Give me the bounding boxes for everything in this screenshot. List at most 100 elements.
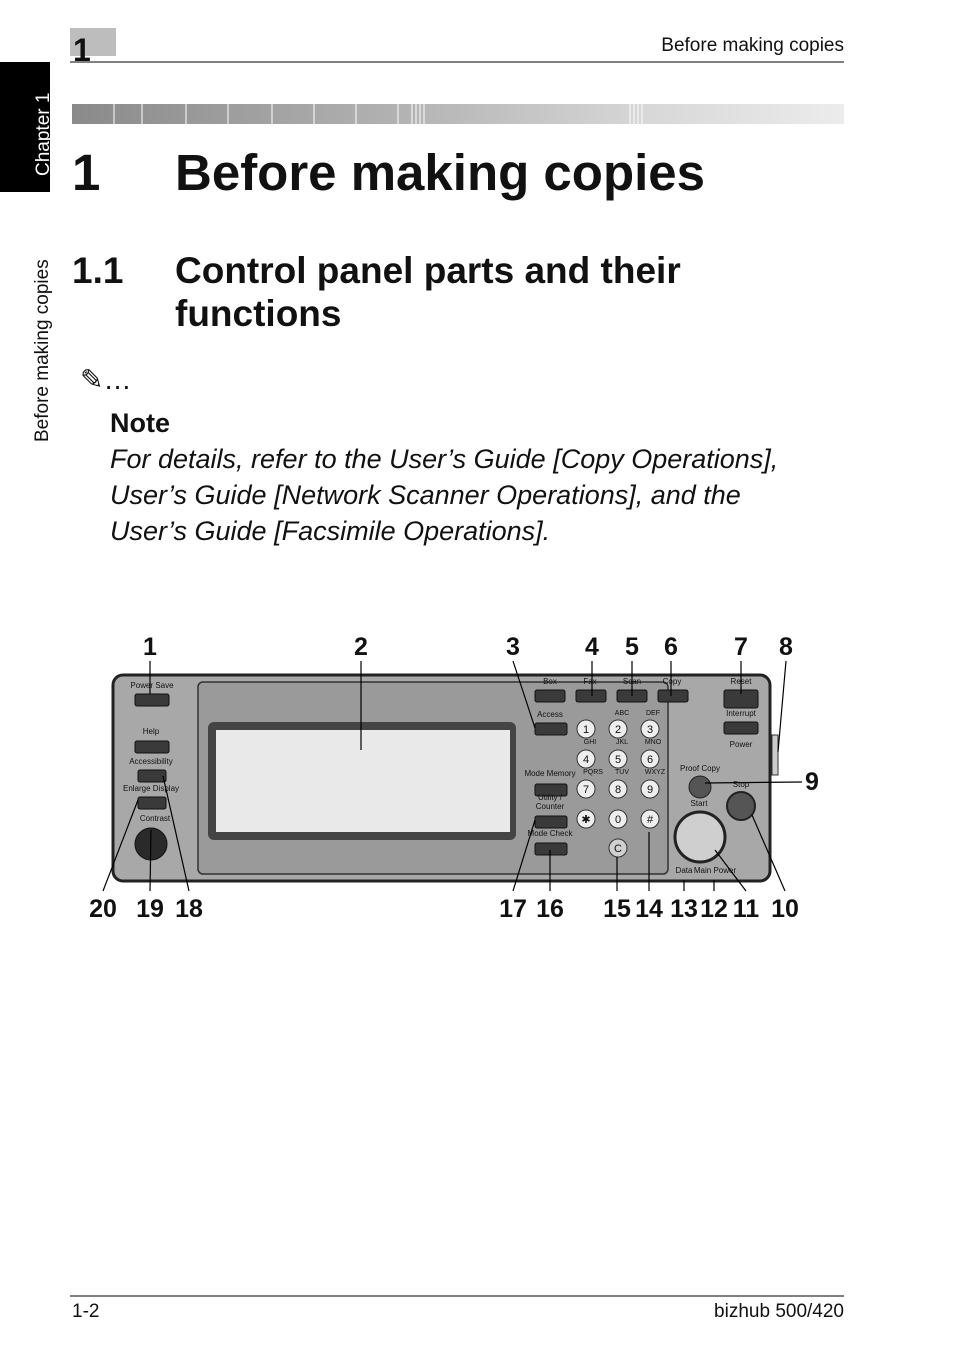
keypad-key — [608, 719, 628, 739]
leader-line — [751, 814, 786, 892]
keypad-key-label: 6 — [647, 754, 653, 766]
side-tab — [0, 62, 50, 192]
panel-button — [134, 740, 170, 754]
panel-button — [137, 796, 167, 810]
panel-label: Utility / — [538, 793, 563, 802]
keypad-key-label: 0 — [615, 814, 621, 826]
panel-label: Contrast — [140, 814, 171, 823]
keypad-key-label: 5 — [615, 754, 621, 766]
product-name: bizhub 500/420 — [714, 1301, 844, 1322]
chapter-heading-number: 1 — [72, 144, 101, 201]
panel-label: Accessibility — [129, 757, 173, 766]
panel-label: Proof Copy — [680, 764, 720, 773]
keypad-key — [640, 809, 660, 829]
keypad-key-label: C — [614, 843, 622, 855]
leader-line — [512, 819, 536, 892]
side-section: Before making copies — [32, 259, 53, 442]
keypad-letters: GHI — [584, 739, 597, 746]
keypad-key-label: ✱ — [581, 814, 590, 826]
chapter-box — [70, 28, 116, 56]
panel-button — [534, 783, 568, 797]
panel-button — [657, 689, 689, 703]
callout-number: 16 — [536, 895, 564, 923]
callout-number: 20 — [89, 895, 117, 923]
keypad-key-label: # — [647, 814, 654, 826]
display — [216, 730, 510, 832]
callout-number: 9 — [805, 768, 819, 796]
side-chapter: Chapter 1 — [33, 92, 54, 176]
control-panel: Power Save Help Accessibility Enlarge Displ… — [111, 673, 779, 883]
panel-label: Help — [143, 727, 160, 736]
running-title: Before making copies — [661, 35, 844, 56]
keypad-key-label: 2 — [615, 724, 621, 736]
callout-number: 4 — [585, 633, 599, 661]
panel-button — [534, 842, 568, 856]
keypad-key-label: 3 — [647, 724, 653, 736]
keypad-key — [608, 779, 628, 799]
keypad-key — [608, 809, 628, 829]
power-switch — [771, 734, 779, 776]
keypad-key-label: 4 — [583, 754, 589, 766]
keypad-key — [608, 838, 628, 858]
callout-number: 10 — [771, 895, 799, 923]
panel-label: Stop — [733, 780, 750, 789]
panel-label: Copy — [663, 677, 682, 686]
callout-number: 8 — [779, 633, 793, 661]
keypad-key — [576, 779, 596, 799]
note-text: User’s Guide [Facsimile Operations]. — [110, 516, 551, 546]
stripe-dividers — [113, 104, 643, 124]
keypad-letters: TUV — [615, 769, 629, 776]
leader-line — [102, 799, 139, 892]
leader-line — [162, 775, 190, 892]
keypad-letters: PQRS — [583, 769, 603, 776]
note-icon: ✎… — [80, 364, 132, 395]
panel-label: Start — [691, 799, 709, 808]
callout-number: 3 — [506, 633, 520, 661]
callout-number: 14 — [635, 895, 663, 923]
panel-button — [534, 689, 566, 703]
panel-button — [534, 722, 568, 736]
keypad-key — [576, 719, 596, 739]
note-text: User’s Guide [Network Scanner Operations… — [110, 480, 741, 510]
leader-line — [714, 849, 747, 892]
keypad-key-label: 9 — [647, 784, 653, 796]
keypad-key — [640, 749, 660, 769]
keypad-key — [576, 809, 596, 829]
proof-copy-button — [688, 775, 712, 799]
keypad-key — [640, 719, 660, 739]
keypad-letters: MNO — [645, 739, 662, 746]
panel-label: Main Power — [694, 866, 737, 875]
page-number: 1-2 — [72, 1301, 100, 1322]
panel-button — [723, 721, 759, 735]
keypad-letters: WXYZ — [645, 769, 666, 776]
panel-label: Data — [676, 866, 693, 875]
section-number: 1.1 — [72, 250, 124, 291]
panel-label: Counter — [536, 802, 565, 811]
callout-number: 12 — [700, 895, 728, 923]
keypad-letters: DEF — [646, 710, 660, 717]
panel-label: Power — [730, 740, 753, 749]
callout-number: 2 — [354, 633, 368, 661]
chapter-number: 1 — [73, 32, 91, 68]
stop-button — [726, 791, 756, 821]
panel-label: Fax — [583, 677, 596, 686]
panel-label: Enlarge Display — [123, 784, 179, 793]
keypad-key — [640, 779, 660, 799]
panel-label: Mode Memory — [524, 769, 575, 778]
callout-number: 13 — [670, 895, 698, 923]
panel-label: Mode Check — [528, 829, 574, 838]
keypad-key-label: 1 — [583, 724, 589, 736]
leader-line — [149, 829, 152, 892]
keypad-letters: ABC — [615, 710, 629, 717]
callout-number: 6 — [664, 633, 678, 661]
callout-number: 19 — [136, 895, 164, 923]
callout-number: 1 — [143, 633, 157, 661]
keypad-key-label: 8 — [615, 784, 621, 796]
leader-line — [704, 781, 803, 784]
keypad-letters: JKL — [616, 739, 628, 746]
section-title: functions — [175, 293, 342, 334]
panel-label: Power Save — [130, 681, 174, 690]
